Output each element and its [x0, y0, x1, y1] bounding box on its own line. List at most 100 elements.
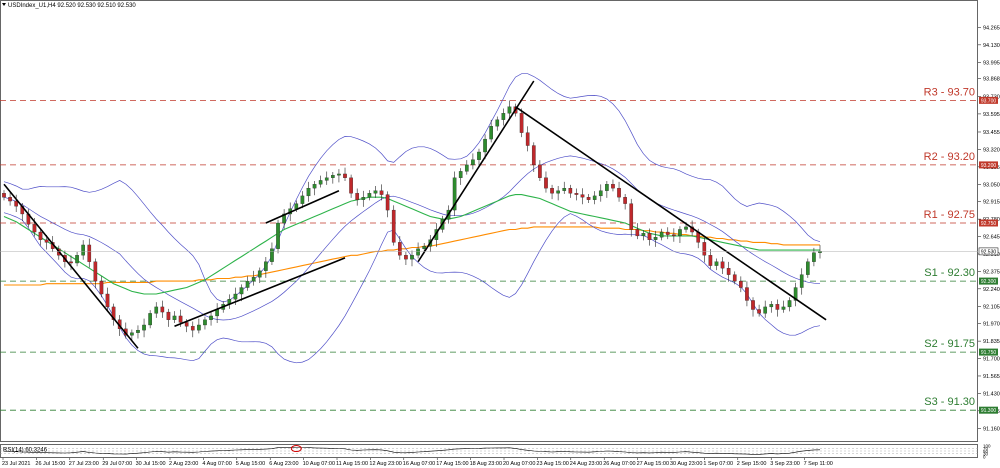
- x-tick-label-2: 27 Jul 23:00: [69, 461, 99, 467]
- x-tick-label-23: 3 Sep 23:00: [770, 461, 800, 467]
- bollinger-middle: [3, 155, 821, 321]
- candle-body-41: [251, 277, 256, 282]
- candle-body-28: [172, 315, 177, 320]
- candle-body-121: [739, 280, 743, 288]
- candle-body-17: [105, 293, 110, 308]
- candle-body-106: [647, 233, 652, 240]
- candle-body-107: [653, 237, 658, 240]
- candle-body-48: [294, 203, 299, 209]
- candle-body-22: [136, 329, 140, 333]
- candle-body-93: [568, 187, 573, 194]
- candle-body-115: [702, 242, 707, 256]
- y-tick-label-9: 93.050: [983, 182, 1000, 188]
- candle-body-7: [44, 239, 49, 243]
- candle-body-133: [812, 252, 816, 262]
- level-tag-bg-4: [979, 348, 998, 356]
- candle-body-85: [519, 113, 524, 133]
- level-tag-bg-3: [979, 277, 998, 285]
- x-tick-label-5: 2 Aug 23:00: [169, 461, 198, 467]
- candle-body-11: [69, 261, 73, 264]
- candle-body-18: [111, 306, 116, 320]
- y-tick-label-19: 91.700: [983, 357, 1000, 363]
- candle-body-129: [787, 300, 792, 308]
- x-tick-label-4: 30 Jul 15:00: [136, 461, 166, 467]
- candle-body-1: [8, 197, 12, 202]
- x-tick-label-9: 10 Aug 07:00: [303, 461, 335, 467]
- candle-body-74: [452, 177, 457, 211]
- candle-body-117: [714, 261, 719, 266]
- candle-body-118: [720, 261, 725, 269]
- candle-body-42: [257, 270, 262, 278]
- candle-body-46: [282, 213, 286, 224]
- candle-body-21: [130, 332, 134, 336]
- candle-body-12: [75, 255, 79, 264]
- bollinger-bands: [3, 73, 821, 364]
- candle-body-100: [611, 184, 615, 189]
- candle-body-56: [343, 173, 347, 178]
- level-tag-bg-1: [979, 161, 998, 169]
- rsi-tick-4: 0: [983, 455, 986, 460]
- candle-body-58: [355, 193, 360, 200]
- candle-body-51: [312, 184, 317, 189]
- level-label-5: S3 - 91.30: [924, 396, 975, 408]
- x-tick-label-7: 5 Aug 15:00: [236, 461, 265, 467]
- x-tick-label-15: 20 Aug 07:00: [503, 461, 535, 467]
- candle-body-87: [531, 145, 536, 166]
- candle-body-104: [635, 229, 640, 237]
- candle-body-86: [525, 132, 530, 146]
- y-tick-label-18: 91.835: [983, 339, 1000, 345]
- trendline-1: [174, 257, 346, 328]
- level-label-4: S2 - 91.75: [924, 338, 975, 350]
- x-tick-label-19: 27 Aug 15:00: [637, 461, 669, 467]
- candle-body-62: [379, 190, 384, 195]
- candle-body-111: [678, 229, 682, 237]
- candle-body-45: [276, 222, 280, 249]
- x-tick-label-17: 24 Aug 23:00: [570, 461, 602, 467]
- candle-body-57: [349, 177, 353, 194]
- x-tick-label-10: 11 Aug 15:00: [336, 461, 368, 467]
- candlesticks: [2, 100, 822, 340]
- x-tick-label-12: 16 Aug 07:00: [403, 461, 435, 467]
- candle-body-116: [708, 255, 713, 266]
- candle-body-89: [544, 177, 548, 189]
- candle-body-27: [166, 311, 171, 320]
- candle-body-123: [751, 300, 755, 310]
- candle-body-33: [203, 319, 207, 326]
- candle-body-32: [197, 324, 201, 331]
- level-label-0: R3 - 93.70: [924, 86, 975, 98]
- candle-body-112: [684, 226, 688, 230]
- y-tick-label-16: 92.105: [983, 304, 1000, 310]
- x-tick-label-8: 6 Aug 23:00: [269, 461, 298, 467]
- candle-body-25: [154, 306, 159, 314]
- candle-body-0: [2, 193, 6, 198]
- support-resistance-levels: R3 - 93.70 R2 - 93.20 R1 - 92.75 S1 - 92.30…: [0, 86, 978, 411]
- candle-body-94: [574, 193, 579, 195]
- dropdown-triangle-icon[interactable]: [2, 3, 6, 6]
- candle-body-55: [337, 173, 341, 176]
- candle-body-108: [659, 231, 664, 238]
- x-tick-label-16: 23 Aug 15:00: [536, 461, 568, 467]
- level-label-3: S1 - 92.30: [924, 267, 975, 279]
- y-tick-label-5: 93.595: [983, 112, 1000, 118]
- candle-body-61: [373, 190, 378, 194]
- candle-body-29: [178, 315, 183, 323]
- rsi-tick-1: 70: [983, 446, 989, 451]
- candle-body-99: [605, 184, 609, 191]
- candle-body-81: [495, 119, 500, 127]
- ma-fast-line: [3, 194, 820, 295]
- candle-body-53: [324, 177, 329, 181]
- x-tick-label-20: 30 Aug 23:00: [670, 461, 702, 467]
- x-tick-label-13: 17 Aug 15:00: [436, 461, 468, 467]
- candle-body-131: [799, 274, 804, 288]
- candle-body-49: [300, 195, 305, 204]
- y-tick-label-14: 92.375: [983, 269, 1000, 275]
- x-tick-label-11: 12 Aug 23:00: [369, 461, 401, 467]
- candle-body-88: [538, 164, 542, 178]
- x-tick-label-21: 1 Sep 07:00: [703, 461, 733, 467]
- rsi-tick-2: 50: [983, 449, 989, 454]
- candle-body-26: [160, 306, 165, 313]
- candle-body-30: [184, 322, 189, 327]
- level-tag-bg-2: [979, 219, 998, 227]
